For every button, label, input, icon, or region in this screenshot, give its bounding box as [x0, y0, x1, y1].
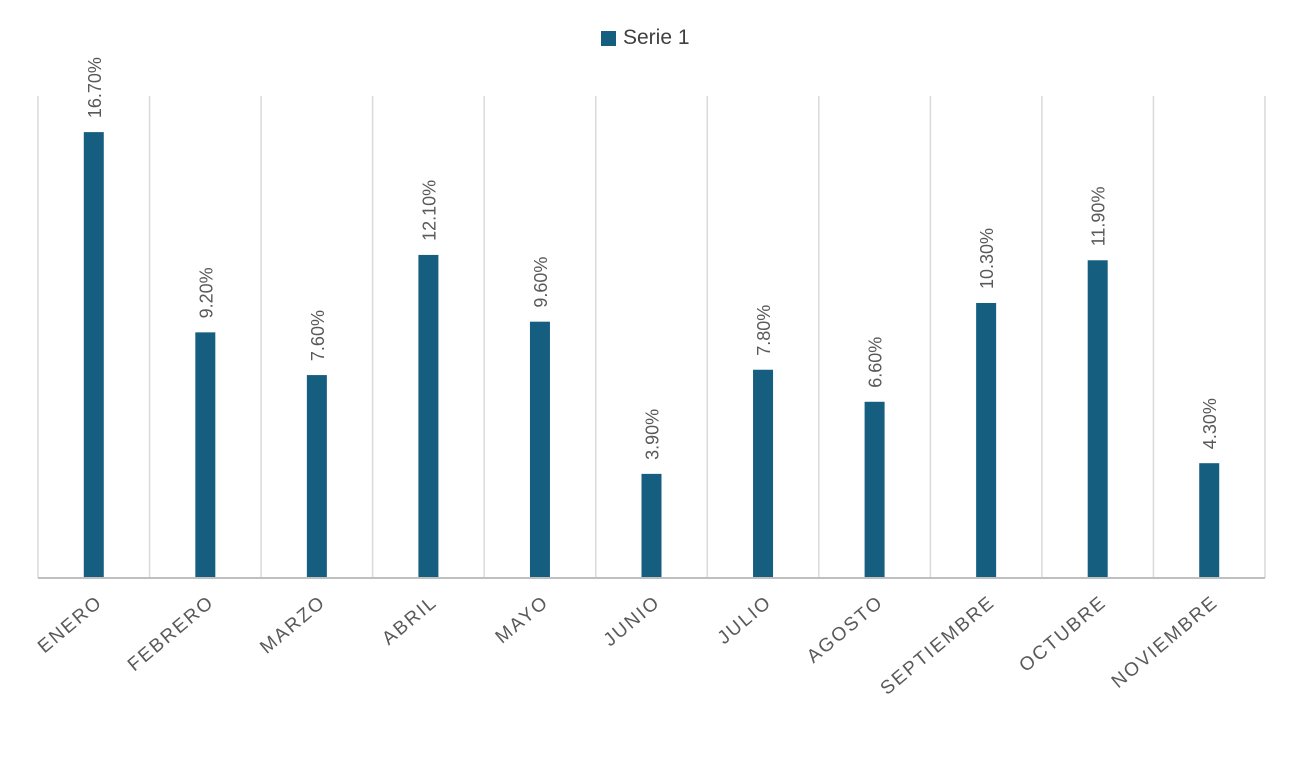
category-label: OCTUBRE: [1016, 592, 1111, 677]
category-label: ABRIL: [378, 592, 441, 650]
category-label: SEPTIEMBRE: [877, 592, 1000, 700]
category-label: JULIO: [714, 592, 776, 649]
bar: [83, 132, 104, 579]
legend: Serie 1: [601, 26, 690, 50]
category-label: ENERO: [34, 592, 107, 658]
bar: [306, 375, 327, 578]
bar: [864, 401, 885, 578]
bar: [1199, 463, 1220, 578]
data-label: 3.90%: [643, 409, 663, 460]
data-label: 4.30%: [1200, 398, 1220, 449]
bar: [641, 473, 662, 578]
data-label: 10.30%: [977, 228, 997, 289]
data-label: 9.20%: [196, 267, 216, 318]
category-label: MARZO: [256, 592, 330, 659]
bar: [195, 332, 216, 578]
bar: [418, 254, 439, 578]
legend-swatch: [601, 30, 616, 46]
data-label: 6.60%: [866, 337, 886, 388]
category-label: FEBRERO: [124, 592, 219, 676]
data-label: 9.60%: [531, 257, 551, 308]
bar: [753, 369, 774, 578]
bar: [1087, 260, 1108, 578]
legend-label: Serie 1: [623, 26, 690, 49]
data-label: 7.60%: [308, 310, 328, 361]
category-label: AGOSTO: [803, 592, 888, 668]
data-label: 7.80%: [754, 305, 774, 356]
category-label: NOVIEMBRE: [1108, 592, 1223, 693]
category-label: MAYO: [492, 592, 553, 648]
bar: [529, 321, 550, 578]
category-label: JUNIO: [600, 592, 665, 651]
data-label: 12.10%: [419, 180, 439, 241]
data-label: 16.70%: [85, 57, 105, 118]
bar: [976, 302, 997, 578]
data-label: 11.90%: [1089, 187, 1109, 247]
